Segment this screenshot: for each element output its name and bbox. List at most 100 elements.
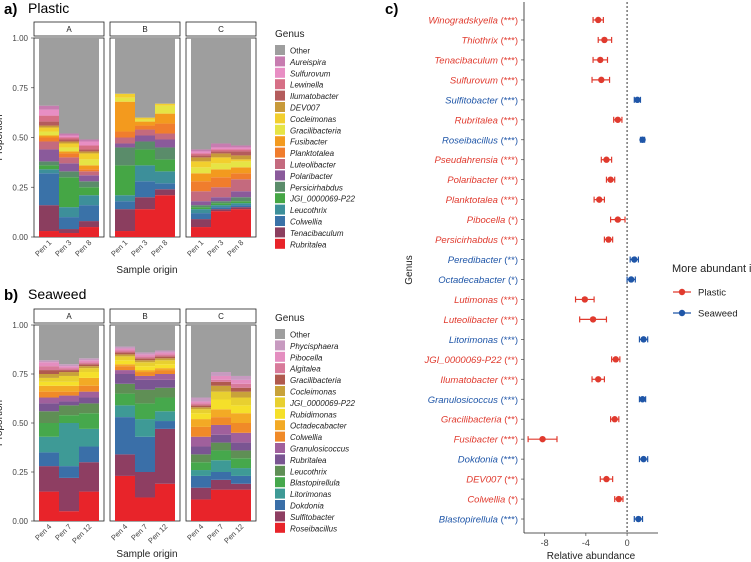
bar-segment-blastopirellula <box>115 393 135 406</box>
significance-label: (**) <box>504 475 518 486</box>
bar-segment-roseibacillus <box>211 489 231 521</box>
bar-segment-cocleimonas <box>59 372 79 376</box>
bar-segment-leucothrix <box>211 442 231 451</box>
genus-name: Gracilibacteria <box>441 415 502 426</box>
legend-swatch <box>275 170 285 181</box>
genus-label: Tenacibaculum (***) <box>434 55 518 66</box>
bar-segment-polaribacter <box>59 163 79 172</box>
legend-entry: Plastic <box>698 288 726 299</box>
bar-segment-tenacibaculum <box>59 229 79 234</box>
bar-segment-other <box>155 38 175 104</box>
legend-entry: Leucothrix <box>290 206 328 215</box>
legend-swatch <box>275 522 285 533</box>
genus-label: DEV007 (**) <box>466 475 518 486</box>
significance-label: (***) <box>501 135 518 146</box>
genus-name: Tenacibaculum <box>434 55 498 66</box>
legend-title: More abundant in <box>672 263 751 275</box>
x-tick-label: 0 <box>625 538 630 548</box>
bar-segment-dev007 <box>231 155 251 160</box>
bar-segment-cocleimonas <box>39 127 59 132</box>
bar-segment-rubidimonas <box>211 399 231 410</box>
bar-segment-planktotalea <box>231 173 251 180</box>
x-tick-label: -4 <box>582 538 590 548</box>
bar-segment-rubritalea <box>231 442 251 451</box>
facet-label: C <box>218 25 224 34</box>
bar-segment-sulfitobacter <box>155 428 175 484</box>
bar-segment-planktotalea <box>39 137 59 142</box>
legend-swatch <box>275 216 285 226</box>
genus-name: Octadecabacter <box>438 275 506 286</box>
estimate-point <box>639 136 646 143</box>
bar-segment-blastopirellula <box>39 423 59 437</box>
bar-segment-phycisphaera <box>231 375 251 380</box>
estimate-point <box>598 76 605 84</box>
bar-segment-dev007 <box>211 153 231 158</box>
bar-segment-luteolibacter <box>59 157 79 164</box>
bar-segment-tenacibaculum <box>155 189 175 196</box>
bar-segment-leucothrix <box>191 209 211 214</box>
bar-segment-phycisphaera <box>59 364 79 367</box>
bar-segment-blastopirellula <box>59 415 79 423</box>
bar-segment-octadecabacter <box>79 377 99 386</box>
bar-segment-cocleimonas <box>135 360 155 363</box>
bar-segment-ilumatobacter <box>79 149 99 152</box>
bar-segment-other <box>211 38 231 144</box>
bar-segment-rubritalea <box>59 401 79 406</box>
bar-segment-other <box>79 38 99 140</box>
bar-segment-ilumatobacter <box>191 155 211 158</box>
bar-segment-polaribacter <box>115 143 135 148</box>
genus-label: Sulfurovum (***) <box>450 75 518 86</box>
bar-segment-leucothrix <box>191 454 211 463</box>
legend-entry: Rubritalea <box>290 240 327 249</box>
bar-segment-fusibacter <box>39 135 59 138</box>
bar-segment-jgi_0000069-p22 <box>135 149 155 166</box>
panel-c-label: c) <box>385 1 398 18</box>
bar-segment-gracilibacteria <box>115 352 135 355</box>
bar-segment-granulosicoccus <box>115 370 135 374</box>
estimate-point <box>601 36 608 44</box>
bar-segment-jgi_0000069-p22b <box>155 360 175 365</box>
legend-point <box>678 288 686 296</box>
bar-segment-rubritalea <box>79 227 99 237</box>
estimate-point <box>595 16 602 24</box>
bar-segment-litorimonas <box>115 405 135 418</box>
stacked-bar-chart-seaweed: 0.00 0.25 0.50 0.75 1.00 Proportion Sample ori… <box>0 308 355 560</box>
bar-segment-dokdonia <box>115 417 135 455</box>
legend-swatch <box>275 90 285 101</box>
bar-segment-aureispira <box>39 105 59 110</box>
x-tick-label: Pen 4 <box>33 522 53 542</box>
x-tick-label: -8 <box>541 538 549 548</box>
estimate-point <box>615 495 623 503</box>
x-tick-label: Pen 3 <box>129 238 149 258</box>
estimate-point <box>640 455 647 463</box>
bar-segment-rubritalea <box>191 446 211 455</box>
bar-segment-gracilibacteria <box>79 364 99 367</box>
legend-swatch <box>275 408 285 419</box>
bar-segment-cocleimonas <box>191 161 211 168</box>
bar-segment-cocleimonas <box>155 358 175 361</box>
estimate-point <box>634 96 641 104</box>
bar-segment-sulfitobacter <box>115 454 135 476</box>
bar-segment-cocleimonas <box>39 374 59 378</box>
legend-entry: Pibocella <box>290 353 323 362</box>
bar-segment-gracilibacteria <box>231 387 251 392</box>
bar-segment-colwellia <box>231 423 251 433</box>
genus-name: Litorimonas <box>449 335 498 346</box>
bar-segment-roseibacillus <box>115 475 135 521</box>
estimate-point <box>612 356 619 363</box>
bar-segment-fusibacter <box>59 151 79 154</box>
bar-segment-pibocella <box>135 354 155 357</box>
bar-segment-fusibacter <box>155 113 175 124</box>
legend-entry: DEV007 <box>290 104 320 113</box>
legend-swatch <box>275 351 285 362</box>
genus-name: Sulfurovum <box>450 75 498 86</box>
bar-segment-pibocella <box>231 379 251 384</box>
estimate-point <box>614 216 621 223</box>
significance-label: (***) <box>501 15 518 26</box>
bar-segment-leucothrix <box>155 171 175 184</box>
bar-segment-gracilibacteria <box>155 356 175 359</box>
bar-segment-luteolibacter <box>115 137 135 144</box>
genus-label: Gracilibacteria (**) <box>441 415 518 426</box>
bar-segment-planktotalea <box>155 123 175 134</box>
bar-segment-lewinella <box>39 115 59 122</box>
